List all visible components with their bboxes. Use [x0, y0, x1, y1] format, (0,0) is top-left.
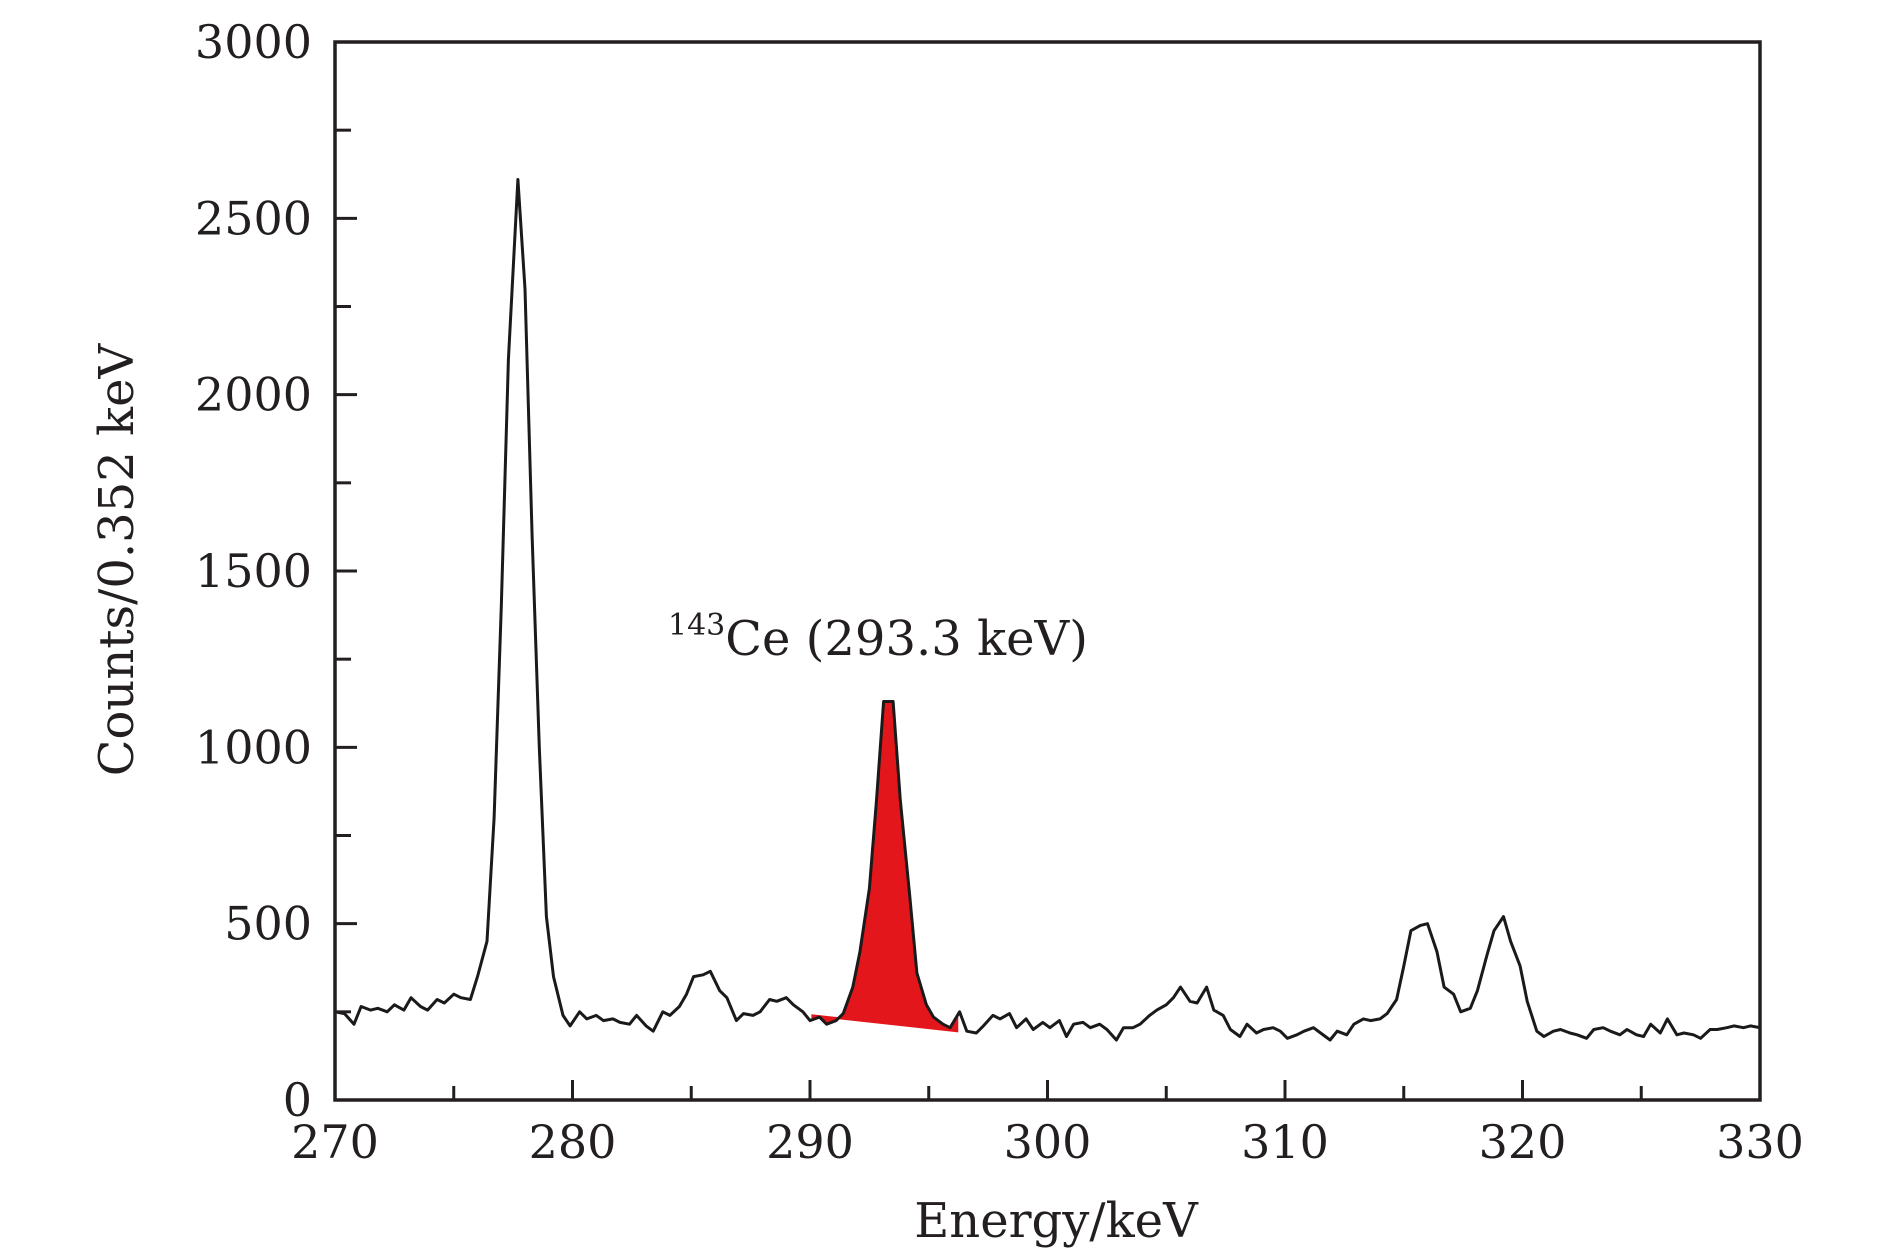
tick-labels-layer: 270 280 290 300 310 320 330 0 500 1000 1500 2000 250…	[195, 15, 1804, 1169]
x-tick-label: 310	[1241, 1115, 1329, 1169]
x-tick-label: 270	[291, 1115, 379, 1169]
x-tick-label: 320	[1479, 1115, 1567, 1169]
y-tick-label: 1000	[195, 720, 312, 774]
y-tick-label: 2500	[195, 191, 312, 245]
y-tick-label: 3000	[195, 15, 312, 69]
x-tick-label: 300	[1004, 1115, 1092, 1169]
y-tick-label: 1500	[195, 544, 312, 598]
highlight-layer	[811, 700, 959, 1033]
y-tick-label: 0	[283, 1073, 312, 1127]
y-tick-label: 500	[224, 897, 312, 951]
peak-annotation-text: Ce (293.3 keV)	[725, 611, 1088, 667]
ticks-layer	[333, 40, 1762, 1102]
spectrum-line	[334, 178, 1761, 1042]
line-layer	[334, 178, 1761, 1042]
highlighted-peak-area	[811, 700, 959, 1033]
y-axis-title: Counts/0.352 keV	[89, 342, 145, 776]
x-tick-label: 280	[529, 1115, 617, 1169]
peak-annotation: 143Ce (293.3 keV)	[668, 608, 1088, 667]
y-tick-label: 2000	[195, 368, 312, 422]
peak-annotation-isotope-number: 143	[668, 608, 725, 643]
x-tick-label: 330	[1716, 1115, 1804, 1169]
x-tick-label: 290	[766, 1115, 854, 1169]
x-axis-title: Energy/keV	[914, 1193, 1199, 1249]
